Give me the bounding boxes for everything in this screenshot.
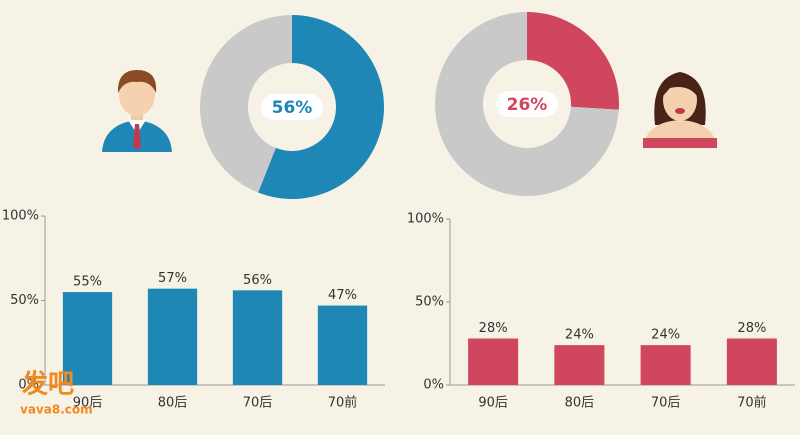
donut-segment — [527, 12, 619, 110]
bar — [726, 338, 777, 385]
bar — [147, 288, 198, 385]
x-tick-label: 70前 — [328, 395, 358, 411]
value-label: 24% — [565, 328, 594, 343]
x-tick-label: 80后 — [565, 396, 595, 411]
bar — [468, 338, 519, 385]
y-tick-label: 50% — [10, 293, 39, 308]
donut-segment — [258, 15, 384, 199]
donut-segment — [199, 15, 292, 193]
center-label: 56% — [272, 98, 313, 118]
y-tick-label: 100% — [2, 209, 39, 224]
y-tick-label: 50% — [415, 295, 444, 310]
x-tick-label: 70后 — [243, 396, 273, 411]
male-avatar — [102, 70, 172, 152]
value-label: 24% — [651, 328, 680, 343]
watermark-site: vava8.com — [20, 403, 93, 417]
x-tick-label: 70后 — [651, 396, 681, 411]
value-label: 28% — [737, 321, 766, 336]
value-label: 47% — [328, 288, 357, 303]
value-label: 28% — [479, 321, 508, 336]
value-label: 55% — [73, 275, 102, 290]
center-pill — [261, 94, 323, 120]
bar — [640, 345, 691, 385]
x-tick-label: 80后 — [158, 396, 188, 411]
watermark-logo: 发吧 — [21, 369, 74, 400]
x-tick-label: 90后 — [73, 396, 103, 411]
value-label: 56% — [243, 273, 272, 288]
x-tick-label: 90后 — [478, 396, 508, 411]
donut-segment — [435, 12, 619, 196]
center-pill — [496, 91, 558, 117]
bar — [232, 290, 283, 385]
bar — [317, 305, 368, 385]
bar — [62, 292, 113, 385]
value-label: 57% — [158, 271, 187, 286]
center-label: 26% — [507, 95, 548, 115]
y-tick-label: 100% — [407, 212, 444, 227]
x-tick-label: 70前 — [737, 395, 767, 411]
female-avatar — [643, 72, 717, 148]
y-tick-label: 0% — [18, 378, 39, 393]
y-tick-label: 0% — [423, 378, 444, 393]
bar — [554, 345, 605, 385]
